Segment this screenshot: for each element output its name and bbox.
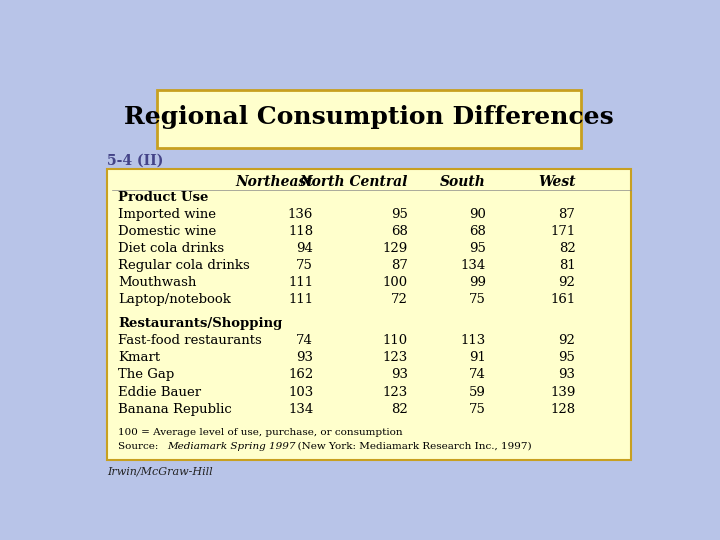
Text: 74: 74 [469,368,486,381]
Text: 123: 123 [383,386,408,399]
Text: Laptop/notebook: Laptop/notebook [118,293,231,306]
Text: 93: 93 [559,368,575,381]
Text: South: South [441,175,486,189]
Text: 118: 118 [288,225,313,238]
Text: 162: 162 [288,368,313,381]
Text: 90: 90 [469,207,486,220]
Text: 110: 110 [383,334,408,347]
Text: 100: 100 [383,276,408,289]
Text: 103: 103 [288,386,313,399]
Text: Mediamark Spring 1997: Mediamark Spring 1997 [167,442,295,450]
Text: (New York: Mediamark Research Inc., 1997): (New York: Mediamark Research Inc., 1997… [291,442,531,450]
Text: 128: 128 [550,403,575,416]
Text: Source:: Source: [118,442,165,450]
Text: 161: 161 [550,293,575,306]
Text: 111: 111 [288,293,313,306]
Text: North Central: North Central [300,175,408,189]
Text: 93: 93 [391,368,408,381]
Text: 99: 99 [469,276,486,289]
Text: 82: 82 [559,242,575,255]
Text: 95: 95 [469,242,486,255]
Text: 134: 134 [461,259,486,272]
Text: 82: 82 [391,403,408,416]
Text: The Gap: The Gap [118,368,174,381]
Text: 91: 91 [469,352,486,365]
Text: 87: 87 [391,259,408,272]
FancyBboxPatch shape [107,168,631,460]
Text: West: West [538,175,575,189]
Text: 75: 75 [469,403,486,416]
Text: Irwin/McGraw-Hill: Irwin/McGraw-Hill [107,467,212,476]
Text: Domestic wine: Domestic wine [118,225,216,238]
Text: 139: 139 [550,386,575,399]
Text: 123: 123 [383,352,408,365]
Text: 68: 68 [391,225,408,238]
Text: 68: 68 [469,225,486,238]
Text: 93: 93 [296,352,313,365]
Text: Fast-food restaurants: Fast-food restaurants [118,334,261,347]
Text: 94: 94 [297,242,313,255]
Text: 75: 75 [297,259,313,272]
Text: 59: 59 [469,386,486,399]
Text: Regional Consumption Differences: Regional Consumption Differences [124,105,614,129]
FancyBboxPatch shape [157,90,581,148]
Text: Eddie Bauer: Eddie Bauer [118,386,201,399]
Text: 113: 113 [461,334,486,347]
Text: 81: 81 [559,259,575,272]
Text: 95: 95 [391,207,408,220]
Text: 92: 92 [559,334,575,347]
Text: 136: 136 [288,207,313,220]
Text: Northeast: Northeast [235,175,313,189]
Text: Mouthwash: Mouthwash [118,276,197,289]
Text: Banana Republic: Banana Republic [118,403,232,416]
Text: Regular cola drinks: Regular cola drinks [118,259,250,272]
Text: 171: 171 [550,225,575,238]
Text: 72: 72 [391,293,408,306]
Text: Diet cola drinks: Diet cola drinks [118,242,224,255]
Text: 95: 95 [559,352,575,365]
Text: 87: 87 [559,207,575,220]
Text: 129: 129 [383,242,408,255]
Text: Product Use: Product Use [118,191,208,204]
Text: Kmart: Kmart [118,352,160,365]
Text: 75: 75 [469,293,486,306]
Text: 92: 92 [559,276,575,289]
Text: 74: 74 [297,334,313,347]
Text: 5-4 (II): 5-4 (II) [107,153,163,167]
Text: 100 = Average level of use, purchase, or consumption: 100 = Average level of use, purchase, or… [118,428,402,437]
Text: Imported wine: Imported wine [118,207,216,220]
Text: 111: 111 [288,276,313,289]
Text: Restaurants/Shopping: Restaurants/Shopping [118,318,282,330]
Text: 134: 134 [288,403,313,416]
